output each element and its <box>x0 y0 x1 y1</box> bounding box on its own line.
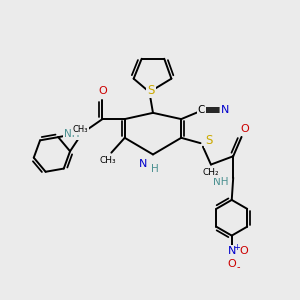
Text: O: O <box>227 259 236 269</box>
Text: S: S <box>147 84 155 97</box>
Text: S: S <box>205 134 212 147</box>
Text: +: + <box>234 243 241 252</box>
Text: N: N <box>227 246 236 256</box>
Text: C: C <box>197 105 205 115</box>
Text: NH: NH <box>64 129 80 139</box>
Text: CH₃: CH₃ <box>100 157 116 166</box>
Text: CH₃: CH₃ <box>73 125 88 134</box>
Text: O: O <box>240 246 249 256</box>
Text: -: - <box>236 262 240 272</box>
Text: O: O <box>98 86 107 96</box>
Text: N: N <box>221 105 230 115</box>
Text: NH: NH <box>213 177 229 187</box>
Text: O: O <box>241 124 250 134</box>
Text: CH₂: CH₂ <box>202 168 219 177</box>
Text: H: H <box>151 164 158 174</box>
Text: N: N <box>138 159 147 169</box>
